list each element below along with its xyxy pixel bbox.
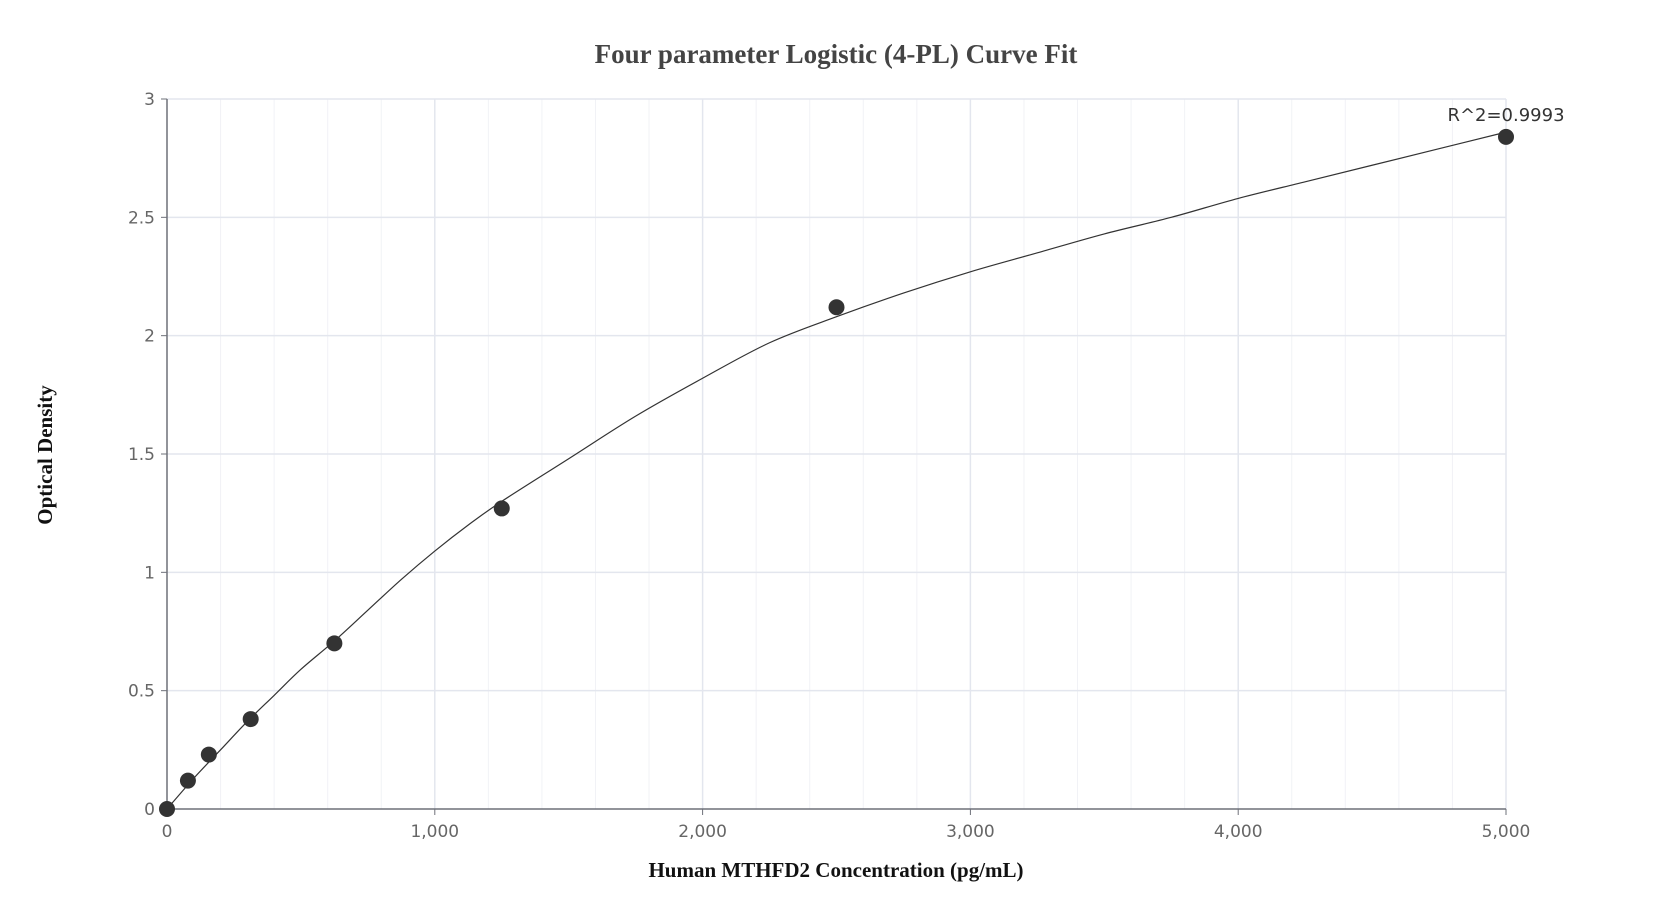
y-tick-label: 1 (144, 563, 155, 583)
data-point[interactable] (493, 500, 510, 517)
y-tick-label: 2.5 (128, 208, 155, 228)
data-point[interactable] (242, 711, 259, 728)
x-axis: 0 1,000 2,000 3,000 4,000 5,000 (162, 808, 1531, 842)
x-tick-label: 5,000 (1482, 822, 1531, 842)
x-tick-label: 3,000 (946, 822, 995, 842)
chart-title: Four parameter Logistic (4-PL) Curve Fit (595, 39, 1078, 69)
y-axis: 0 0.5 1 1.5 2 2.5 3 (128, 90, 168, 820)
y-axis-label: Optical Density (33, 385, 57, 525)
data-point[interactable] (1498, 128, 1514, 145)
y-tick-label: 1.5 (128, 445, 155, 465)
data-point[interactable] (200, 746, 217, 763)
x-tick-label: 2,000 (678, 822, 727, 842)
data-point[interactable] (159, 801, 175, 817)
x-tick-label: 4,000 (1214, 822, 1263, 842)
y-tick-label: 0 (144, 800, 155, 820)
x-tick-label: 0 (162, 822, 173, 842)
x-tick-label: 1,000 (410, 822, 459, 842)
data-point[interactable] (179, 772, 196, 789)
fit-curve-line (166, 131, 1507, 810)
y-tick-label: 3 (144, 90, 155, 110)
data-point[interactable] (828, 299, 845, 316)
r-squared-annotation: R^2=0.9993 (1447, 105, 1564, 126)
fit-curve (166, 131, 1507, 810)
y-tick-label: 0.5 (128, 682, 155, 702)
grid-major (167, 98, 1507, 809)
y-tick-label: 2 (144, 327, 155, 347)
data-points (159, 128, 1514, 817)
annotations: R^2=0.9993 (1447, 105, 1564, 126)
data-point[interactable] (326, 635, 343, 652)
x-axis-label: Human MTHFD2 Concentration (pg/mL) (648, 858, 1023, 882)
